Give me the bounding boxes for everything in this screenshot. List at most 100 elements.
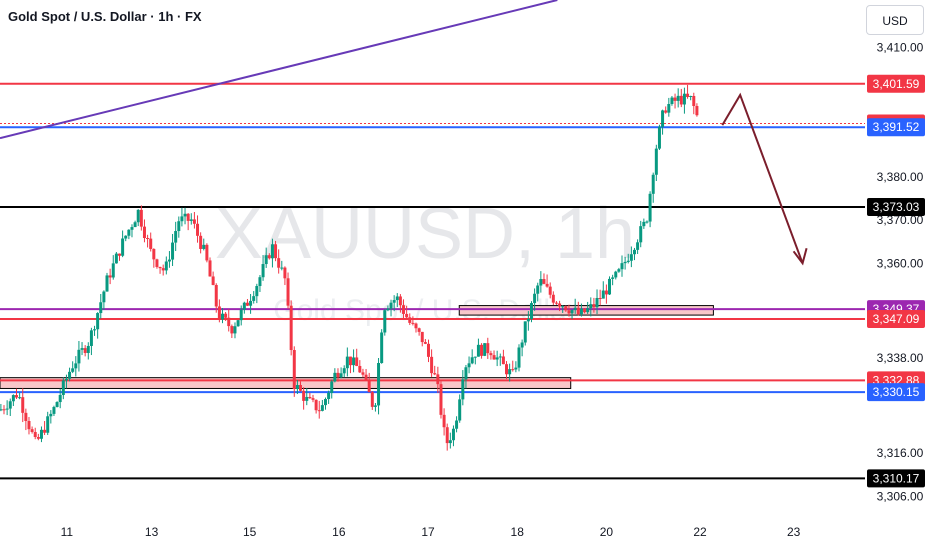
candle-body [579, 308, 583, 315]
candle-body [11, 395, 15, 402]
time-axis: 11 13 15 16 17 18 20 22 23 [61, 525, 801, 539]
candle-body [174, 231, 178, 243]
candle-body [289, 305, 293, 351]
candle-body [124, 235, 128, 239]
candle-body [386, 308, 390, 311]
candle-body [214, 284, 218, 307]
candle-body [689, 95, 693, 97]
candle-body [314, 399, 318, 411]
x-tick-label-7: 20 [600, 525, 614, 539]
candle-body [345, 356, 349, 369]
candle-body [682, 93, 686, 105]
candle-body [529, 303, 533, 319]
candle-body [348, 356, 352, 366]
candle-body [192, 219, 196, 224]
trendline [0, 0, 558, 140]
candle-body [261, 264, 265, 278]
candle-body [133, 222, 137, 228]
candle-body [280, 267, 284, 269]
candle-body [30, 429, 34, 432]
candle-body [111, 263, 115, 278]
candle-body [27, 420, 31, 430]
candle-body [389, 302, 393, 309]
candle-body [355, 357, 359, 366]
candle-body [505, 364, 509, 375]
candle-body [430, 356, 434, 374]
candle-body [536, 285, 540, 294]
x-tick-label-4: 16 [332, 525, 346, 539]
level-label-1: 3,401.59 [873, 77, 920, 91]
candle-body [395, 296, 399, 301]
candle-body [139, 209, 143, 227]
candle-body [102, 291, 106, 303]
candle-body [108, 275, 112, 278]
candle-body [158, 266, 162, 269]
candle-body [93, 329, 97, 331]
y-tick-label-7: 3,306.00 [877, 489, 924, 503]
candle-body [451, 428, 455, 441]
candle-body [295, 385, 299, 390]
candle-body [583, 308, 587, 313]
candle-body [267, 255, 271, 259]
x-tick-label-5: 17 [421, 525, 435, 539]
candle-body [270, 244, 274, 259]
x-tick-label-9: 23 [787, 525, 801, 539]
candle-body [433, 373, 437, 375]
candle-body [21, 397, 25, 413]
candle-body [576, 307, 580, 315]
candle-body [402, 305, 406, 314]
x-tick-label-1: 11 [61, 525, 74, 539]
candle-body [657, 126, 661, 149]
candle-body [86, 345, 90, 353]
projection-arrow [721, 92, 804, 264]
candle-body [695, 106, 699, 116]
candle-body [367, 379, 371, 393]
candle-body [33, 431, 37, 437]
drawings [0, 0, 865, 480]
candle-body [467, 363, 471, 368]
candle-body [411, 322, 415, 324]
candles [0, 84, 699, 451]
candle-body [117, 253, 121, 256]
x-tick-label-3: 15 [243, 525, 257, 539]
currency-button[interactable]: USD [866, 5, 924, 35]
candle-body [511, 369, 515, 371]
candle-body [692, 95, 696, 107]
candle-body [323, 399, 327, 406]
candle-body [230, 326, 234, 334]
candle-body [146, 238, 150, 240]
candle-body [455, 420, 459, 429]
level-label-6: 3,347.09 [873, 312, 920, 326]
candle-body [642, 221, 646, 227]
candle-body [495, 357, 499, 360]
candle-body [595, 298, 599, 308]
candle-body [551, 294, 555, 303]
candle-body [183, 213, 187, 217]
candle-body [339, 373, 343, 378]
candle-body [639, 226, 643, 243]
candle-body [358, 365, 362, 373]
candle-body [52, 406, 56, 414]
candle-body [398, 296, 402, 306]
candle-body [305, 396, 309, 401]
candle-body [274, 244, 278, 259]
candle-body [336, 372, 340, 378]
candle-body [514, 367, 518, 370]
candle-body [623, 261, 627, 264]
candle-body [636, 242, 640, 250]
candle-body [127, 229, 131, 236]
candle-body [292, 350, 296, 390]
y-tick-label-2: 3,380.00 [877, 170, 924, 184]
candle-body [492, 355, 496, 360]
candle-body [71, 368, 75, 372]
candle-body [520, 342, 524, 348]
candle-body [208, 260, 212, 277]
candle-body [46, 416, 50, 433]
candle-body [83, 348, 87, 353]
candle-body [164, 261, 168, 271]
candle-body [542, 279, 546, 284]
level-label-9: 3,310.17 [873, 471, 920, 485]
chart-title: Gold Spot / U.S. Dollar · 1h · FX [8, 9, 202, 24]
candle-body [155, 259, 159, 267]
